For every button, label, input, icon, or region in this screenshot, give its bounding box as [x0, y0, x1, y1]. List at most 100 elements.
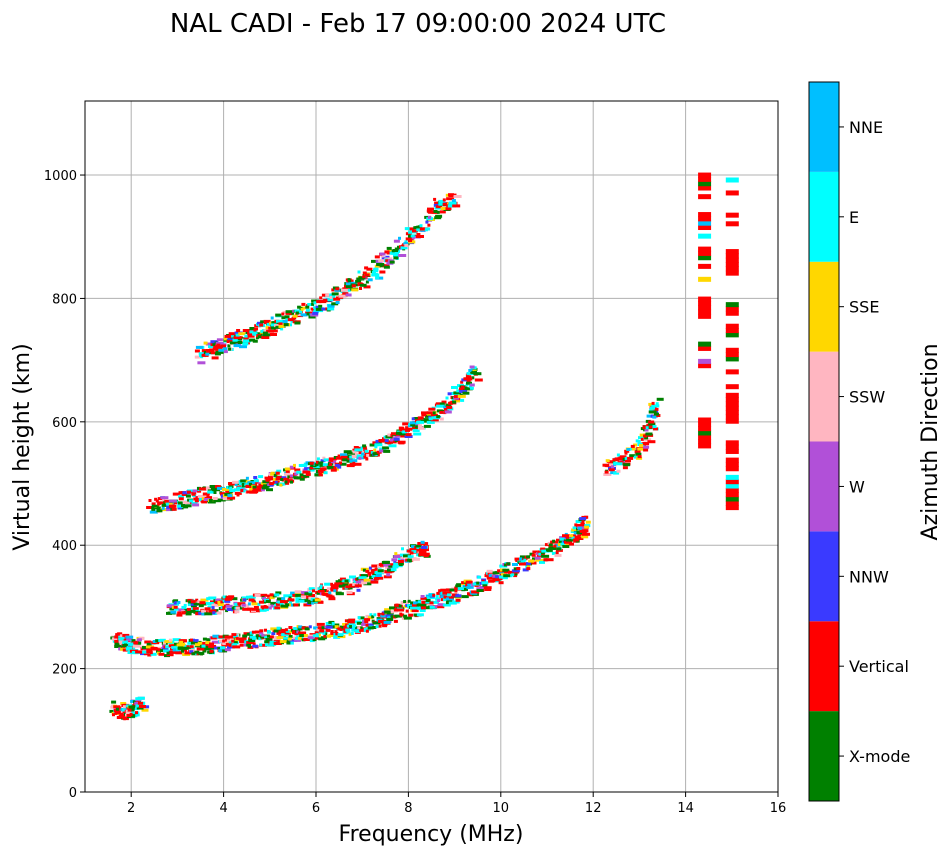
data-point-313 — [275, 641, 281, 645]
data-point-812 — [571, 528, 578, 532]
data-point-94 — [149, 651, 153, 655]
data-point-56 — [123, 640, 128, 644]
data-point-1963 — [242, 342, 249, 346]
column-point-2599 — [725, 266, 739, 272]
data-point-2447 — [616, 453, 620, 457]
data-point-1484 — [260, 488, 265, 492]
data-point-1230 — [393, 560, 397, 564]
data-point-175 — [190, 638, 193, 642]
column-point-2556 — [698, 233, 712, 239]
data-point-1986 — [261, 336, 270, 339]
data-point-2018 — [275, 325, 281, 329]
data-point-1865 — [466, 372, 474, 376]
data-point-1899 — [211, 356, 219, 360]
data-point-1765 — [412, 429, 420, 432]
data-point-716 — [503, 563, 507, 567]
data-point-1274 — [415, 544, 422, 548]
data-point-467 — [367, 626, 374, 630]
data-point-1691 — [375, 439, 380, 443]
data-point-196 — [206, 638, 211, 642]
data-point-913 — [204, 612, 213, 616]
data-point-1683 — [372, 441, 378, 445]
data-point-1984 — [257, 321, 263, 325]
data-point-1785 — [426, 411, 434, 415]
data-point-1412 — [214, 485, 221, 489]
data-point-287 — [264, 640, 272, 644]
data-point-2433 — [608, 468, 615, 472]
data-point-331 — [289, 638, 298, 642]
data-point-834 — [574, 535, 581, 539]
data-point-1961 — [244, 334, 249, 338]
column-point-2576 — [725, 457, 739, 463]
column-point-2561 — [698, 194, 712, 200]
data-point-1891 — [210, 351, 217, 355]
data-point-138 — [175, 651, 183, 655]
data-point-1289 — [421, 546, 427, 549]
data-point-365 — [304, 627, 310, 631]
data-point-1426 — [229, 489, 236, 493]
data-point-2161 — [365, 280, 369, 284]
colorbar-label-w: W — [849, 477, 865, 496]
plot-area-frame — [84, 100, 779, 793]
column-point-2538 — [698, 430, 712, 436]
data-point-1232 — [391, 558, 398, 562]
data-point-1941 — [229, 341, 237, 345]
data-point-1802 — [436, 404, 445, 408]
data-point-2465 — [630, 444, 635, 448]
data-point-6 — [117, 632, 123, 636]
data-point-737 — [525, 565, 529, 569]
data-point-431 — [343, 629, 347, 633]
column-point-2581 — [725, 414, 739, 420]
data-point-1797 — [439, 417, 444, 421]
data-point-368 — [309, 639, 315, 643]
data-point-1524 — [276, 476, 282, 480]
data-point-1910 — [218, 348, 224, 352]
data-point-1999 — [270, 333, 277, 336]
data-point-2059 — [300, 307, 304, 311]
data-point-2222 — [393, 249, 398, 252]
data-point-1249 — [401, 547, 404, 551]
data-point-1745 — [402, 422, 410, 426]
data-point-1624 — [338, 462, 347, 466]
data-point-1432 — [224, 492, 231, 496]
data-point-444 — [349, 620, 355, 624]
x-axis-label: Frequency (MHz) — [339, 822, 524, 847]
data-point-311 — [271, 632, 276, 636]
data-point-2226 — [397, 245, 400, 249]
data-point-1527 — [275, 471, 280, 475]
data-point-2071 — [311, 302, 315, 306]
data-point-1351 — [183, 504, 192, 508]
data-point-1973 — [249, 338, 256, 342]
data-point-398 — [325, 628, 331, 632]
data-point-210 — [210, 636, 217, 640]
data-point-1597 — [317, 469, 322, 473]
data-point-867 — [172, 599, 176, 603]
data-point-2430 — [613, 471, 620, 475]
data-point-1445 — [232, 480, 241, 484]
data-point-1394 — [208, 496, 213, 500]
column-point-2539 — [698, 426, 712, 432]
data-point-86 — [139, 650, 143, 654]
data-point-2362 — [121, 715, 126, 719]
data-point-2420 — [602, 463, 610, 467]
data-point-908 — [198, 611, 202, 615]
data-point-1337 — [177, 506, 182, 510]
data-point-653 — [465, 580, 473, 584]
data-point-1277 — [418, 550, 427, 554]
column-point-2551 — [698, 276, 712, 282]
data-point-471 — [372, 626, 377, 629]
data-point-2276 — [427, 207, 434, 211]
data-point-183 — [194, 650, 200, 654]
data-point-27 — [118, 637, 126, 641]
data-point-2037 — [285, 310, 294, 314]
data-point-326 — [279, 640, 287, 644]
data-point-1048 — [288, 596, 292, 600]
data-point-595 — [435, 595, 439, 598]
data-point-202 — [208, 644, 217, 648]
data-point-2019 — [275, 313, 282, 317]
data-point-523 — [397, 608, 405, 612]
data-point-842 — [582, 530, 586, 534]
data-point-163 — [187, 641, 194, 645]
data-point-1759 — [410, 421, 418, 425]
data-point-1191 — [368, 566, 372, 570]
